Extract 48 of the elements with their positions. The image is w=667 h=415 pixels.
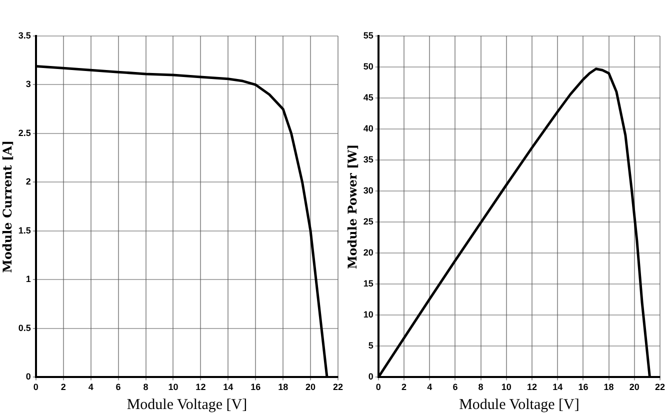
x-tick-label: 12 <box>196 382 206 392</box>
x-tick-label: 8 <box>143 382 148 392</box>
y-tick-label: 40 <box>363 124 374 134</box>
y-tick-label: 25 <box>363 216 374 227</box>
x-tick-label: 10 <box>501 382 512 392</box>
y-tick-label: 10 <box>363 310 374 320</box>
x-tick-label: 20 <box>629 382 640 392</box>
y-tick-label: 2.5 <box>18 128 31 138</box>
y-tick-label: 15 <box>363 278 374 289</box>
x-tick-label: 10 <box>168 382 178 392</box>
x-tick-label: 14 <box>223 382 234 392</box>
y-tick-label: 0.5 <box>18 322 31 333</box>
y-tick-label: 1.5 <box>18 225 31 236</box>
y-tick-label: 3.5 <box>18 30 31 40</box>
y-tick-label: 35 <box>363 154 374 165</box>
x-tick-label: 18 <box>278 382 288 392</box>
x-tick-label: 22 <box>332 382 343 392</box>
y-axis-title: Module Current [A] <box>0 140 14 273</box>
y-tick-label: 3 <box>26 79 31 90</box>
x-tick-label: 14 <box>552 382 563 392</box>
y-axis-title: Module Power [W] <box>345 144 360 269</box>
x-tick-label: 20 <box>306 382 316 392</box>
y-tick-label: 5 <box>368 340 374 351</box>
x-tick-label: 4 <box>427 382 432 392</box>
y-tick-label: 0 <box>368 372 374 382</box>
y-tick-label: 20 <box>363 248 374 258</box>
y-tick-label: 1 <box>26 274 31 284</box>
x-tick-label: 4 <box>88 382 94 392</box>
x-tick-label: 6 <box>452 382 458 392</box>
x-tick-label: 0 <box>33 382 38 392</box>
y-tick-label: 0 <box>26 372 31 382</box>
x-tick-label: 6 <box>116 382 121 392</box>
y-tick-label: 30 <box>363 186 374 196</box>
x-axis-title: Module Voltage [V] <box>126 396 248 413</box>
x-tick-label: 12 <box>526 382 538 392</box>
x-tick-label: 22 <box>654 382 665 392</box>
y-tick-label: 45 <box>363 92 374 103</box>
y-tick-label: 2 <box>26 176 31 187</box>
x-tick-label: 16 <box>578 382 588 392</box>
x-axis-title: Module Voltage [V] <box>459 396 580 413</box>
y-tick-label: 55 <box>363 30 374 40</box>
x-tick-label: 8 <box>478 382 484 392</box>
x-tick-label: 16 <box>250 382 261 392</box>
y-tick-label: 50 <box>363 62 374 72</box>
x-tick-label: 2 <box>402 382 407 392</box>
x-tick-label: 2 <box>60 382 66 392</box>
x-tick-label: 18 <box>604 382 614 392</box>
x-tick-label: 0 <box>376 382 381 392</box>
